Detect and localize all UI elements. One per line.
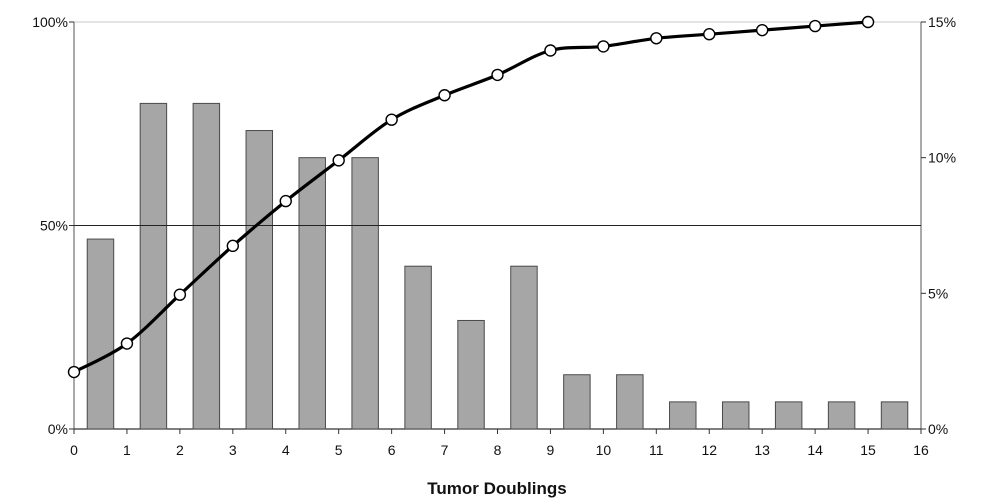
x-tick-label: 8 — [494, 442, 502, 458]
x-tick-label: 5 — [335, 442, 343, 458]
x-tick-label: 6 — [388, 442, 396, 458]
right-tick-label: 10% — [928, 150, 956, 166]
x-tick-label: 10 — [596, 442, 612, 458]
x-axis-title: Tumor Doublings — [427, 479, 566, 498]
left-axis-ticks: 0% 50% 100% — [32, 14, 74, 437]
x-tick-label: 0 — [70, 442, 78, 458]
x-tick-label: 4 — [282, 442, 290, 458]
line-point — [544, 44, 557, 57]
bar — [192, 102, 221, 430]
bar — [880, 401, 909, 430]
right-tick-label: 5% — [928, 285, 948, 301]
bar — [669, 401, 697, 430]
bar — [298, 157, 326, 430]
left-tick-label: 50% — [40, 218, 68, 234]
x-tick-label: 7 — [441, 442, 449, 458]
line-point — [491, 68, 504, 82]
bar — [563, 374, 591, 430]
right-tick-label: 0% — [928, 421, 948, 437]
bar — [245, 130, 274, 430]
x-tick-label: 16 — [913, 442, 929, 458]
line-point — [173, 288, 187, 301]
line-point — [861, 15, 875, 29]
x-tick-label: 1 — [123, 442, 131, 458]
x-tick-label: 15 — [860, 442, 876, 458]
bar — [616, 374, 644, 430]
line-point — [755, 23, 769, 37]
line-point — [226, 239, 240, 253]
line-point — [332, 154, 345, 167]
bar — [351, 157, 379, 430]
bar — [457, 319, 485, 430]
x-tick-label: 13 — [754, 442, 770, 458]
right-tick-label: 15% — [928, 14, 956, 30]
bar — [404, 265, 432, 430]
bar — [774, 401, 803, 430]
bar — [86, 238, 115, 430]
x-tick-label: 11 — [649, 442, 664, 458]
line-point — [703, 28, 716, 41]
line-point — [385, 113, 398, 126]
left-tick-label: 0% — [48, 421, 68, 437]
x-tick-label: 12 — [701, 442, 717, 458]
bar — [139, 102, 168, 430]
x-axis-ticks: 0 1 2 3 4 5 6 7 8 9 10 11 12 13 14 15 16 — [70, 429, 929, 458]
line-point — [650, 32, 663, 45]
bar — [827, 401, 856, 430]
line-point — [808, 19, 822, 33]
x-tick-label: 3 — [229, 442, 237, 458]
bar — [510, 265, 538, 430]
line-point — [279, 194, 292, 208]
right-axis-ticks: 0% 5% 10% 15% — [921, 14, 956, 437]
line-point — [120, 337, 134, 350]
left-tick-label: 100% — [32, 14, 68, 30]
line-layer — [67, 15, 875, 379]
x-tick-label: 2 — [176, 442, 184, 458]
bars-layer — [86, 102, 909, 430]
line-point — [438, 89, 451, 102]
cumulative-line — [72, 20, 870, 374]
line-point — [67, 365, 81, 379]
x-tick-label: 14 — [807, 442, 823, 458]
bar — [721, 401, 750, 430]
x-tick-label: 9 — [547, 442, 555, 458]
line-point — [597, 40, 610, 53]
